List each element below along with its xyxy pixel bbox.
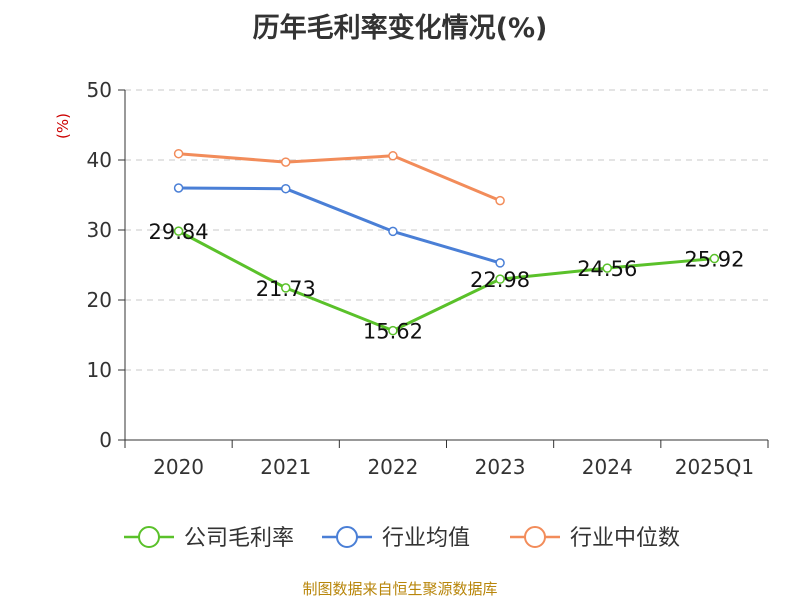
x-tick-label: 2024 <box>582 455 633 479</box>
data-point <box>602 263 612 273</box>
data-point <box>281 283 291 293</box>
y-axis-label: (%) <box>54 113 72 139</box>
axes: 0 10 20 30 40 50 (%) 2020 2021 2022 2023 2024 2025Q1 <box>54 78 769 479</box>
y-tick-label: 10 <box>87 358 112 382</box>
legend-label: 行业中位数 <box>570 526 680 551</box>
data-label: 15.62 <box>363 320 423 344</box>
data-point <box>388 151 398 161</box>
x-tick-label: 2022 <box>367 455 418 479</box>
y-tick-label: 40 <box>87 148 112 172</box>
y-tick-label: 0 <box>99 428 112 452</box>
data-label: 22.98 <box>470 268 530 292</box>
legend-label: 公司毛利率 <box>184 526 294 551</box>
data-point <box>173 226 184 236</box>
data-label: 24.56 <box>577 257 637 281</box>
data-point <box>495 195 505 206</box>
x-tick-label: 2025Q1 <box>675 455 754 479</box>
x-tick-label: 2023 <box>475 455 526 479</box>
y-tick-label: 30 <box>87 218 112 242</box>
grid-lines <box>125 89 768 371</box>
data-point <box>173 183 184 193</box>
data-point <box>173 148 184 159</box>
y-tick-label: 50 <box>87 78 112 102</box>
y-tick-label: 20 <box>87 288 112 312</box>
data-point <box>709 253 720 264</box>
series-line-2 <box>178 186 501 265</box>
data-labels: 29.84 21.73 15.62 22.98 24.56 25.92 <box>149 220 745 344</box>
data-point <box>281 183 291 194</box>
source-note: 制图数据来自恒生聚源数据库 <box>302 580 498 598</box>
x-tick-label: 2020 <box>153 455 204 479</box>
data-point <box>388 325 398 336</box>
series-line-3 <box>178 152 501 202</box>
chart-title: 历年毛利率变化情况(%) <box>252 13 548 44</box>
data-point <box>388 226 398 237</box>
legend-label: 行业均值 <box>382 526 470 551</box>
x-tick-label: 2021 <box>260 455 311 479</box>
data-label: 25.92 <box>684 248 744 272</box>
series-lines <box>173 148 720 336</box>
legend-marker <box>524 526 546 548</box>
data-point <box>281 157 291 167</box>
series-line-1 <box>177 229 715 333</box>
data-point <box>495 258 505 268</box>
data-point <box>495 274 505 284</box>
data-label: 21.73 <box>256 277 316 301</box>
legend: 公司毛利率 行业均值 行业中位数 <box>124 526 680 551</box>
legend-marker <box>336 526 358 548</box>
legend-marker <box>138 526 160 548</box>
data-label: 29.84 <box>149 220 209 244</box>
